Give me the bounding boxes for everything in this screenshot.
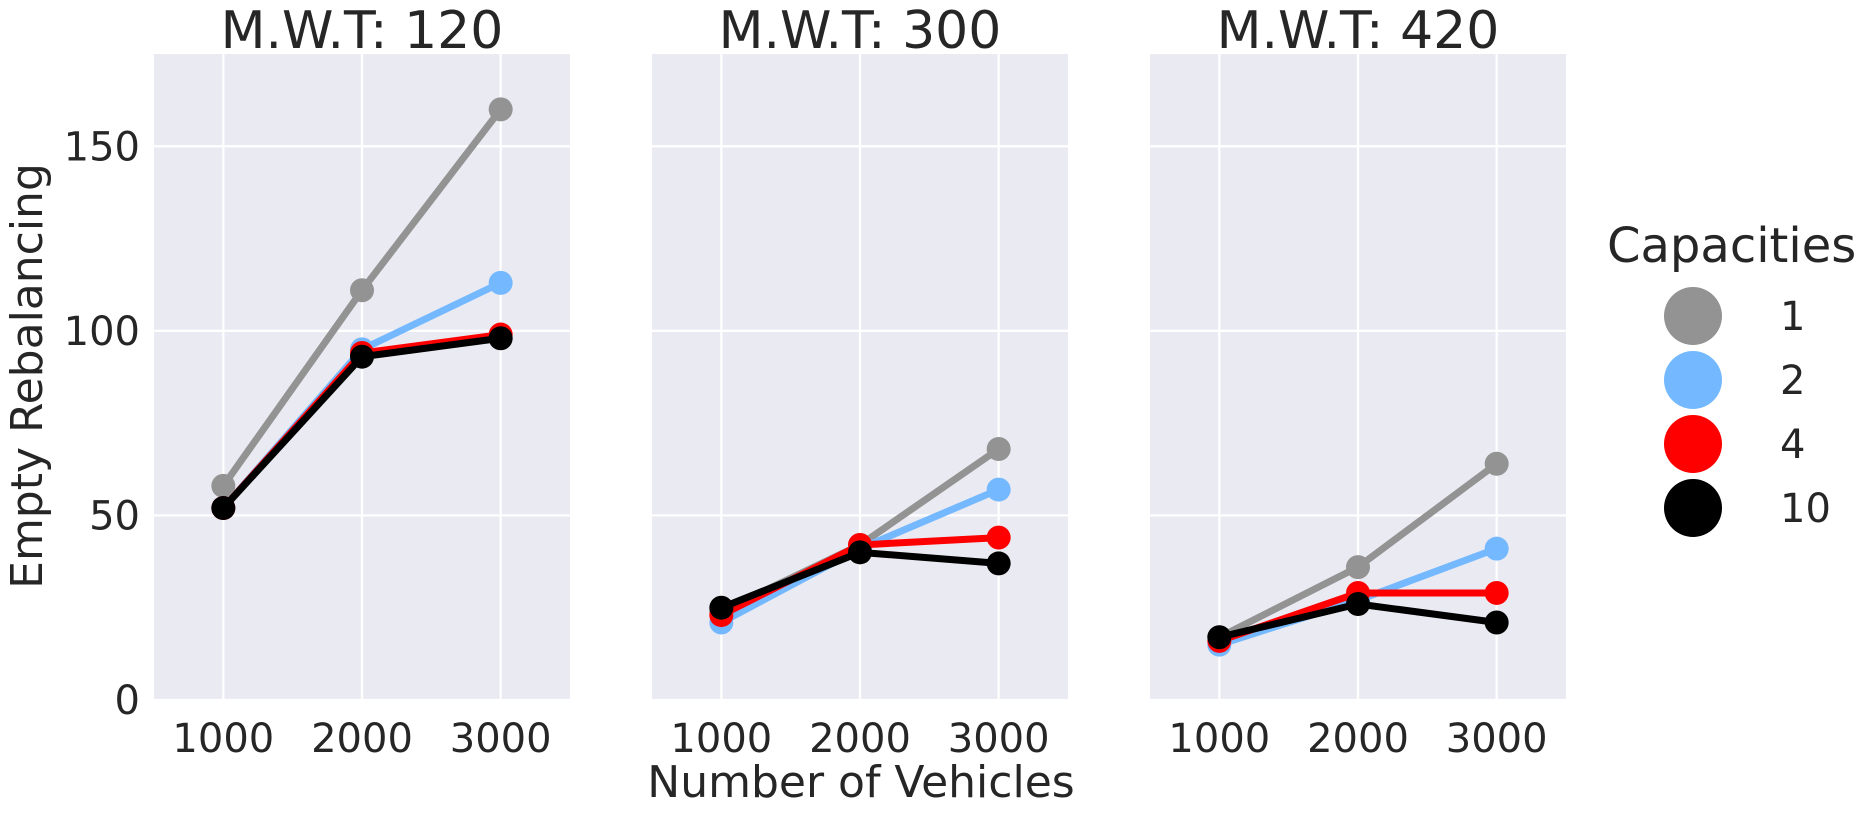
data-point [488,326,513,351]
subplot-1: M.W.T: 120 1000 2000 3000 0 50 100 150 [64,1,570,762]
x-tick-label: 1000 [172,716,274,762]
data-point [350,278,374,303]
x-tick-label: 3000 [450,716,552,762]
legend-marker [1664,287,1722,345]
legend-item-2: 2 [1664,351,1805,409]
legend-marker [1664,351,1722,409]
legend-label: 4 [1780,422,1805,468]
x-tick-label: 2000 [1307,716,1409,762]
legend-item-10: 10 [1664,479,1831,537]
data-point [488,270,513,295]
x-tick-label: 3000 [1446,716,1548,762]
data-point [211,496,236,521]
data-point [848,540,872,565]
x-tick-label: 1000 [1168,716,1270,762]
legend: Capacities 1 2 4 10 [1607,218,1856,537]
data-point [709,595,734,620]
data-point [1346,555,1370,580]
y-axis-label: Empty Rebalancing [2,163,53,589]
legend-marker [1664,479,1722,537]
y-tick-label: 50 [89,493,140,539]
x-tick-label: 1000 [670,716,772,762]
data-point [986,525,1011,550]
legend-item-1: 1 [1664,287,1805,345]
series-10 [211,326,513,521]
data-point [986,551,1011,576]
series-1 [211,97,513,498]
legend-title: Capacities [1607,218,1856,274]
x-axis-label: Number of Vehicles [647,757,1074,808]
data-point [1484,451,1509,476]
legend-label: 2 [1780,358,1805,404]
data-point [1484,580,1509,605]
y-tick-label: 0 [115,678,140,724]
subplot-3: M.W.T: 420 1000 2000 3000 [1150,1,1566,762]
legend-marker [1664,415,1722,473]
subplot-2: M.W.T: 300 1000 2000 3000 [652,1,1068,762]
data-point [1207,625,1232,650]
data-point [1346,592,1370,617]
legend-label: 10 [1780,486,1831,532]
x-tick-label: 2000 [809,716,911,762]
data-point [1484,610,1509,635]
data-point [986,436,1011,461]
y-tick-label: 150 [64,124,140,170]
data-point [986,477,1011,502]
data-point [488,97,513,122]
subplot-title: M.W.T: 300 [719,1,1002,61]
data-point [1484,536,1509,561]
data-point [211,473,236,498]
subplot-title: M.W.T: 120 [221,1,504,61]
data-point [350,344,374,369]
x-tick-label: 3000 [948,716,1050,762]
x-tick-label: 2000 [311,716,413,762]
legend-label: 1 [1780,294,1805,340]
legend-item-4: 4 [1664,415,1805,473]
series-10 [1207,592,1509,650]
series-10 [709,540,1011,620]
panels: M.W.T: 120 1000 2000 3000 0 50 100 150 M.W.T: 30… [64,1,1566,762]
subplot-title: M.W.T: 420 [1217,1,1500,61]
y-tick-label: 100 [64,309,140,355]
